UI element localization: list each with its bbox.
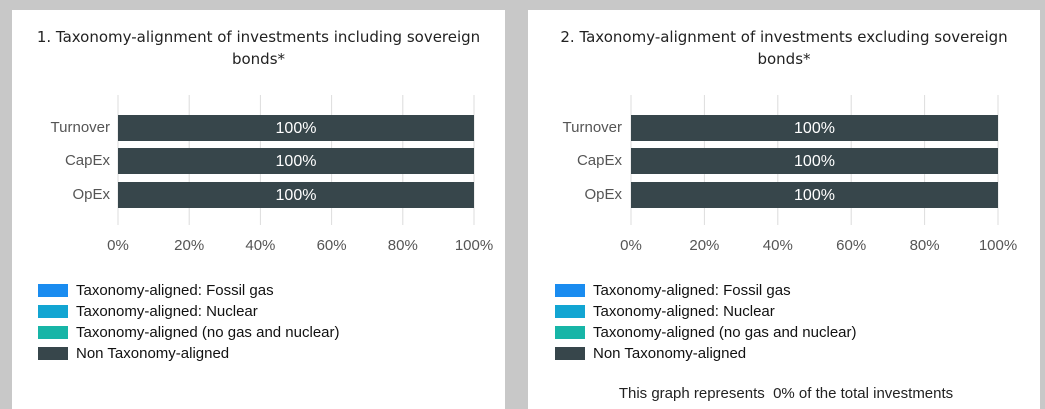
legend-swatch (38, 347, 68, 360)
chart-panel: 2. Taxonomy-alignment of investments exc… (528, 10, 1040, 409)
x-tick-label: 80% (388, 237, 418, 254)
data-label: 100% (276, 153, 317, 170)
x-tick-label: 20% (689, 237, 719, 254)
chart: 0% 20% 40% 60% 80% 100% Turnover 100% CapEx 100% O… (38, 95, 493, 362)
x-tick-label: 40% (245, 237, 275, 254)
bar-segment (631, 115, 998, 141)
chart-title: 1. Taxonomy-alignment of investments inc… (36, 28, 481, 68)
legend-swatch (555, 347, 585, 360)
legend-label: Taxonomy-aligned: Nuclear (76, 303, 258, 320)
bar-segment (118, 182, 474, 208)
x-tick-label: 60% (836, 237, 866, 254)
chart-panel: 1. Taxonomy-alignment of investments inc… (12, 10, 505, 409)
x-tick-label: 60% (317, 237, 347, 254)
data-label: 100% (276, 187, 317, 204)
legend-label: Taxonomy-aligned (no gas and nuclear) (593, 324, 857, 341)
data-label: 100% (794, 153, 835, 170)
data-label: 100% (276, 120, 317, 137)
legend-label: Non Taxonomy-aligned (593, 345, 746, 362)
legend-label: Non Taxonomy-aligned (76, 345, 229, 362)
bar-segment (631, 148, 998, 174)
y-tick-label: OpEx (584, 186, 622, 203)
y-tick-label: CapEx (65, 152, 111, 169)
x-tick-label: 100% (979, 237, 1017, 254)
bar-segment (118, 148, 474, 174)
legend-swatch (555, 326, 585, 339)
data-label: 100% (794, 120, 835, 137)
x-tick-label: 100% (455, 237, 493, 254)
note: This graph represents 0% of the total in… (619, 385, 953, 402)
x-tick-label: 40% (763, 237, 793, 254)
legend-label: Taxonomy-aligned: Nuclear (593, 303, 775, 320)
data-label: 100% (794, 187, 835, 204)
legend-label: Taxonomy-aligned: Fossil gas (593, 282, 791, 299)
legend-swatch (38, 305, 68, 318)
x-tick-label: 20% (174, 237, 204, 254)
legend-swatch (38, 326, 68, 339)
bar-segment (118, 115, 474, 141)
chart-title: 2. Taxonomy-alignment of investments exc… (560, 28, 1008, 68)
legend-swatch (555, 284, 585, 297)
legend-label: Taxonomy-aligned: Fossil gas (76, 282, 274, 299)
y-tick-label: Turnover (563, 119, 622, 136)
x-tick-label: 80% (910, 237, 940, 254)
legend-swatch (38, 284, 68, 297)
y-tick-label: Turnover (51, 119, 110, 136)
legend-swatch (555, 305, 585, 318)
legend-label: Taxonomy-aligned (no gas and nuclear) (76, 324, 340, 341)
chart: 0% 20% 40% 60% 80% 100% Turnover 100% CapEx 100% O… (555, 95, 1017, 402)
y-tick-label: OpEx (72, 186, 110, 203)
y-tick-label: CapEx (577, 152, 623, 169)
x-tick-label: 0% (620, 237, 642, 254)
bar-segment (631, 182, 998, 208)
x-tick-label: 0% (107, 237, 129, 254)
